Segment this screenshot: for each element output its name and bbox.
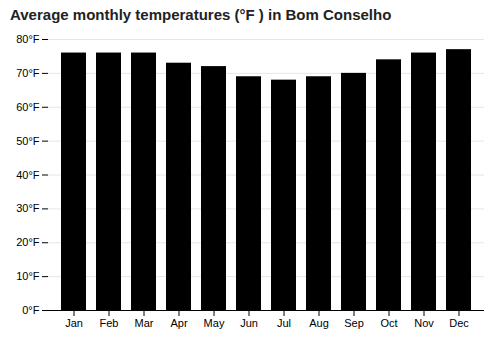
svg-text:Jan: Jan	[65, 317, 83, 329]
svg-text:Jul: Jul	[277, 317, 291, 329]
svg-text:60°F: 60°F	[16, 101, 40, 113]
svg-text:30°F: 30°F	[16, 202, 40, 214]
svg-text:Feb: Feb	[100, 317, 119, 329]
svg-text:40°F: 40°F	[16, 169, 40, 181]
svg-text:Aug: Aug	[309, 317, 329, 329]
svg-text:Mar: Mar	[135, 317, 154, 329]
svg-text:May: May	[204, 317, 225, 329]
svg-text:10°F: 10°F	[16, 270, 40, 282]
svg-text:70°F: 70°F	[16, 67, 40, 79]
svg-text:Sep: Sep	[344, 317, 364, 329]
svg-text:Jun: Jun	[240, 317, 258, 329]
html-text:Average monthly temperatures (: Average monthly temperatures (°F ) in Bo…	[10, 6, 392, 23]
svg-text:50°F: 50°F	[16, 135, 40, 147]
svg-text:Apr: Apr	[170, 317, 187, 329]
svg-text:0°F: 0°F	[22, 304, 40, 316]
svg-text:Nov: Nov	[414, 317, 434, 329]
svg-text:80°F: 80°F	[16, 33, 40, 45]
svg-text:20°F: 20°F	[16, 236, 40, 248]
svg-text:Oct: Oct	[380, 317, 397, 329]
svg-text:Dec: Dec	[449, 317, 469, 329]
